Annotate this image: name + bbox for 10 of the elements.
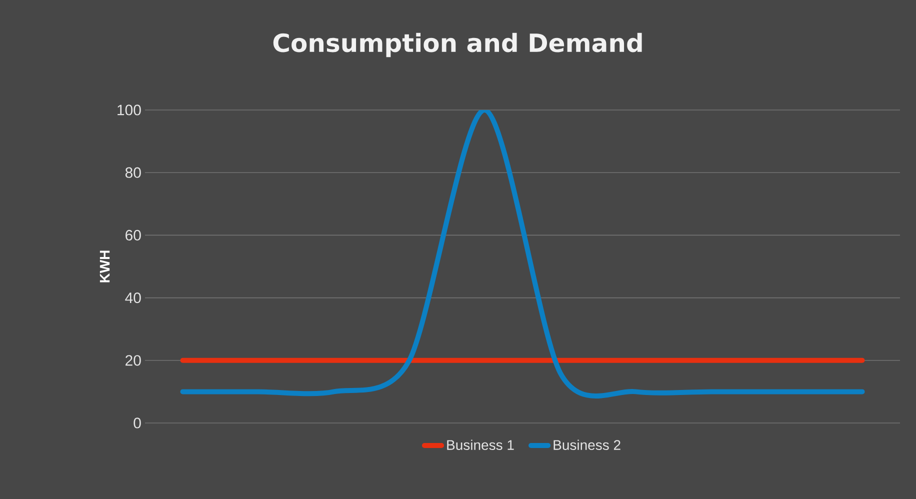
y-tick-label: 100: [118, 104, 141, 116]
y-tick-label: 20: [126, 355, 141, 366]
legend-label: Business 2: [554, 440, 620, 450]
legend-label: Business 1: [447, 440, 514, 450]
y-axis-title: KWH: [100, 250, 110, 282]
y-tick-label: 40: [125, 292, 141, 304]
y-tick-label: 0: [134, 418, 141, 428]
y-tick-label: 60: [126, 230, 141, 241]
y-tick-label: 80: [125, 167, 141, 178]
chart-title: Consumption and Demand: [273, 32, 642, 58]
